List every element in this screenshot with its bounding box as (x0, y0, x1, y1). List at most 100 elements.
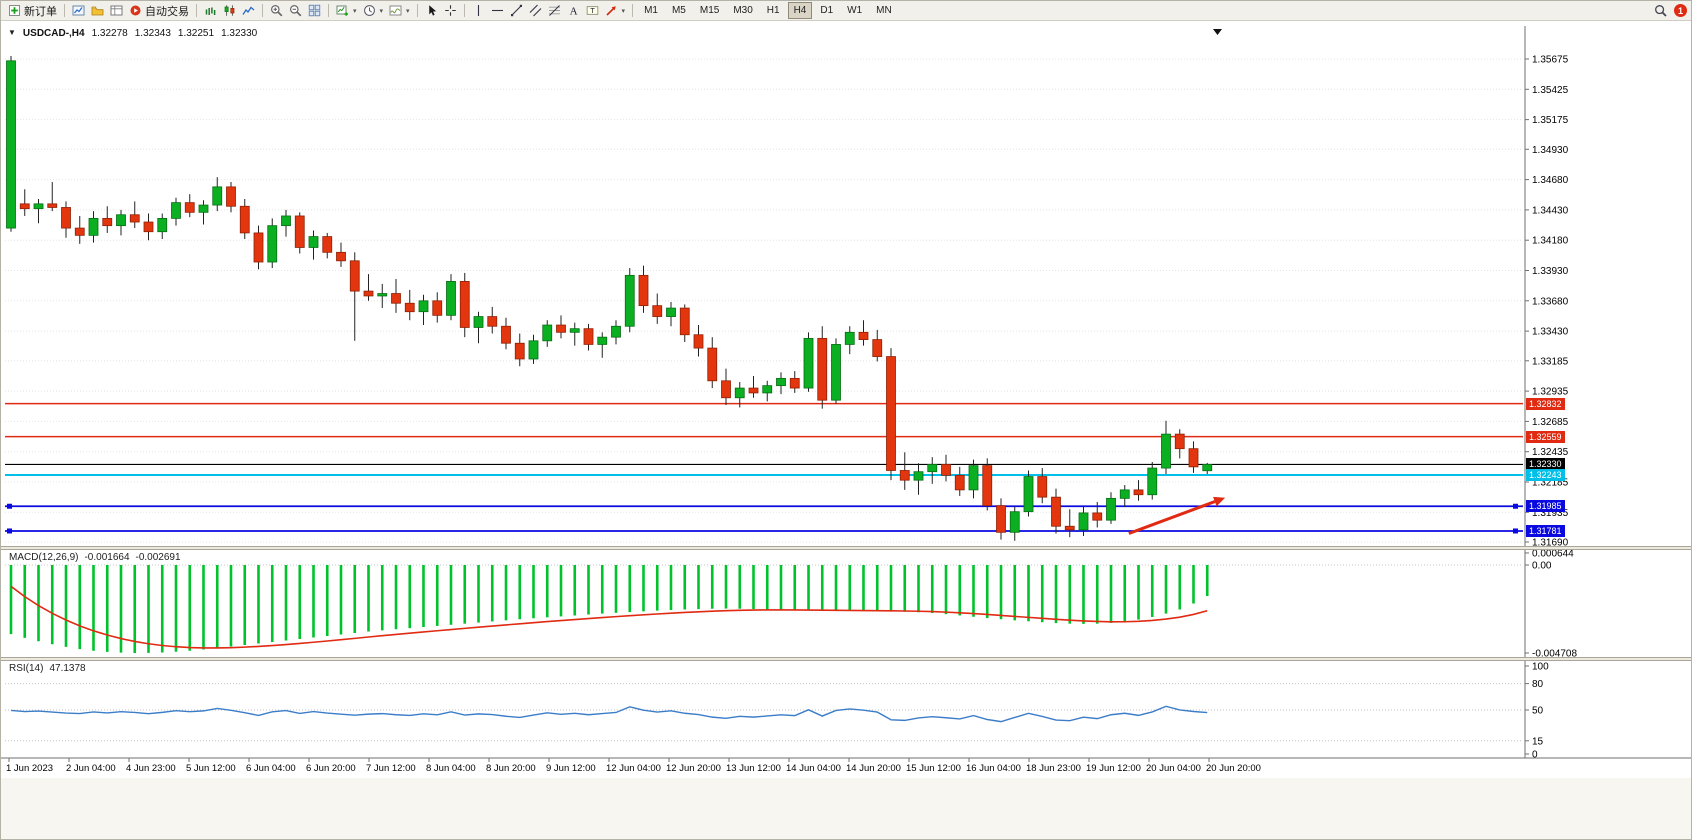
candle-up (1147, 467, 1158, 496)
new-chart-button[interactable]: ▾ (333, 2, 360, 19)
new-order-button[interactable]: 新订单 (5, 2, 60, 19)
trendline-button[interactable] (507, 2, 526, 19)
new-order-label: 新订单 (24, 5, 57, 18)
candle-down (349, 260, 360, 292)
macd-panel-label: MACD(12,26,9) -0.001664 -0.002691 (9, 552, 181, 563)
candle-down (226, 186, 236, 207)
timeframe-h1-button[interactable]: H1 (766, 5, 780, 16)
line-drag-handle[interactable] (1513, 503, 1518, 509)
toolbar-separator (196, 4, 197, 17)
candle-up (377, 293, 388, 297)
crosshair-button[interactable] (441, 2, 460, 19)
toolbar-separator (262, 4, 263, 17)
candle-down (789, 377, 800, 389)
trend-arrow-head[interactable] (1213, 496, 1226, 507)
panel-splitter-macd[interactable] (1, 546, 1691, 550)
time-tick-label: 14 Jun 20:00 (846, 763, 901, 774)
timeframe-m1-button[interactable]: M1 (644, 5, 658, 16)
auto-trading-button[interactable]: 自动交易 (126, 2, 192, 19)
charts-window-button[interactable] (69, 2, 88, 19)
price-tick-label: 1.34930 (1532, 145, 1569, 156)
rsi-tick-label: 80 (1532, 679, 1544, 690)
notification-badge[interactable]: 1 (1674, 4, 1687, 17)
candle-down (954, 474, 965, 491)
trend-arrow-line[interactable] (1128, 500, 1216, 535)
timeframe-m30-button[interactable]: M30 (733, 5, 753, 16)
svg-text:A: A (569, 5, 577, 17)
timeframe-m15-button[interactable]: M15 (699, 5, 720, 16)
price-tick-label: 1.35675 (1532, 55, 1569, 66)
candle-up (1161, 433, 1171, 469)
line-drag-handle[interactable] (7, 503, 12, 509)
fibonacci-button[interactable] (545, 2, 564, 19)
price-tick-label: 1.34180 (1532, 236, 1569, 247)
data-window-button[interactable] (107, 2, 126, 19)
price-tick-label: 1.35175 (1532, 115, 1569, 126)
hline-icon (491, 4, 504, 17)
candle-up (171, 202, 181, 219)
candle-down (239, 205, 250, 234)
time-tick-label: 16 Jun 04:00 (966, 763, 1021, 774)
candle-up (734, 387, 745, 399)
candle-up (611, 325, 621, 338)
line-drag-handle[interactable] (7, 528, 12, 534)
text-label-button[interactable]: T (583, 2, 602, 19)
equidistant-channel-button[interactable] (526, 2, 545, 19)
line-chart-mode-button[interactable] (239, 2, 258, 19)
toolbar-left-group: 新订单 自动交易 ▾ ▾ ▾ A T ▾ (5, 2, 637, 19)
candle-up (157, 217, 168, 233)
candle-up (913, 471, 924, 481)
one-click-collapse-icon[interactable]: ▼ (8, 28, 16, 37)
bar-chart-mode-button[interactable] (201, 2, 220, 19)
line-drag-handle[interactable] (1513, 528, 1518, 534)
time-axis[interactable] (1, 758, 1525, 778)
cursor-button[interactable] (422, 2, 441, 19)
macd-signal-value: -0.002691 (135, 552, 181, 563)
svg-text:T: T (590, 6, 595, 15)
arrows-button[interactable]: ▾ (602, 2, 629, 19)
candle-up (927, 464, 938, 473)
timeframe-m5-button[interactable]: M5 (671, 5, 686, 16)
price-axis[interactable] (1525, 26, 1691, 758)
line-chart-icon (242, 4, 255, 17)
timeframe-d1-button[interactable]: D1 (820, 5, 834, 16)
timeframe-h4-button[interactable]: H4 (787, 2, 813, 19)
zoom-out-button[interactable] (286, 2, 305, 19)
periods-button[interactable]: ▾ (360, 2, 387, 19)
candlestick-layer (6, 55, 1213, 541)
text-button[interactable]: A (564, 2, 583, 19)
tile-windows-button[interactable] (305, 2, 324, 19)
candlestick-mode-button[interactable] (220, 2, 239, 19)
macd-signal-line (10, 585, 1208, 649)
zoom-in-button[interactable] (267, 2, 286, 19)
timeframe-w1-button[interactable]: W1 (847, 5, 863, 16)
candle-up (6, 60, 16, 229)
panel-splitter-rsi[interactable] (1, 657, 1691, 661)
profiles-button[interactable] (88, 2, 107, 19)
chevron-down-icon: ▾ (621, 7, 626, 15)
candle-down (941, 464, 951, 476)
candle-up (418, 300, 429, 313)
support-1-price-tag: 1.31985 (1526, 500, 1565, 513)
timeframe-mn-button[interactable]: MN (876, 5, 892, 16)
candle-down (184, 202, 195, 213)
candle-down (817, 337, 828, 401)
time-tick-label: 14 Jun 04:00 (786, 763, 841, 774)
text-icon: A (567, 4, 580, 17)
candle-down (583, 328, 594, 345)
templates-button[interactable]: ▾ (386, 2, 413, 19)
support-2-price-tag: 1.31781 (1526, 524, 1565, 537)
chart-window-icon (72, 4, 85, 17)
candle-down (982, 465, 993, 507)
chart-shift-marker-icon[interactable] (1213, 29, 1222, 35)
vertical-line-button[interactable] (469, 2, 488, 19)
candle-down (501, 325, 511, 344)
fibonacci-icon (548, 4, 561, 17)
horizontal-line-button[interactable] (488, 2, 507, 19)
template-icon (389, 4, 402, 17)
price-tick-label: 1.34430 (1532, 205, 1569, 216)
search-button[interactable] (1651, 2, 1670, 19)
candle-down (1064, 525, 1075, 531)
time-tick-label: 8 Jun 20:00 (486, 763, 536, 774)
